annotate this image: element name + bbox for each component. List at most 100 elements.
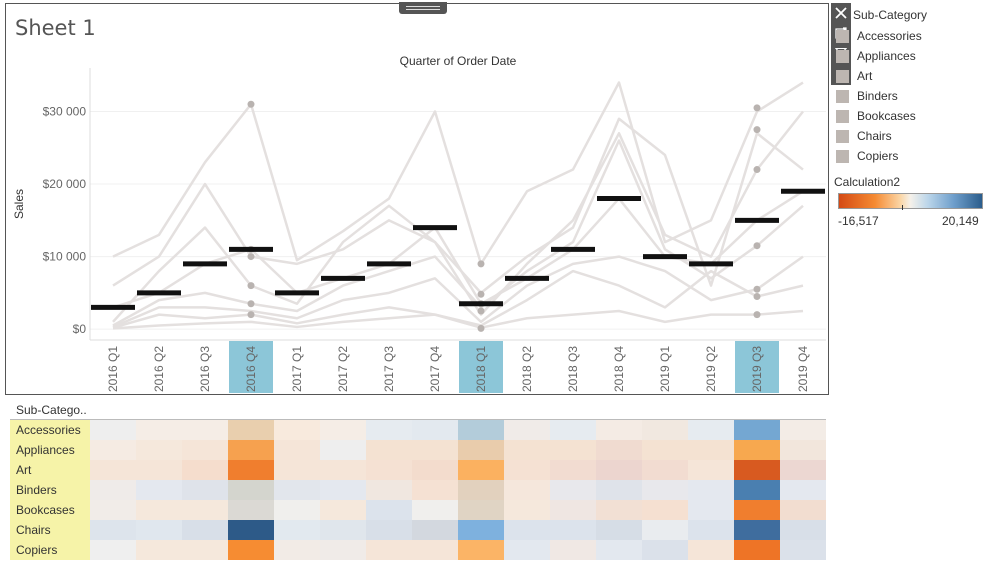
heatmap-cell[interactable] (366, 480, 412, 500)
heatmap-cell[interactable] (642, 480, 688, 500)
heatmap-cell[interactable] (550, 480, 596, 500)
heatmap-cell[interactable] (182, 520, 228, 540)
heatmap-cell[interactable] (734, 480, 780, 500)
heatmap-cell[interactable] (596, 420, 642, 440)
heatmap-cell[interactable] (320, 500, 366, 520)
heatmap-cell[interactable] (228, 540, 274, 560)
heatmap-cell[interactable] (90, 420, 136, 440)
heatmap-cell[interactable] (734, 460, 780, 480)
heatmap-cell[interactable] (182, 540, 228, 560)
heatmap-cell[interactable] (274, 420, 320, 440)
heatmap-cell[interactable] (504, 500, 550, 520)
heatmap-cell[interactable] (642, 440, 688, 460)
heatmap-cell[interactable] (228, 440, 274, 460)
heatmap-cell[interactable] (136, 420, 182, 440)
heatmap-cell[interactable] (320, 460, 366, 480)
heatmap-cell[interactable] (228, 500, 274, 520)
heatmap-cell[interactable] (90, 520, 136, 540)
heatmap-cell[interactable] (550, 440, 596, 460)
heatmap-cell[interactable] (458, 480, 504, 500)
heatmap-cell[interactable] (136, 520, 182, 540)
heatmap-header[interactable]: Sub-Catego.. (16, 403, 87, 417)
legend-item[interactable]: Bookcases (836, 108, 916, 124)
heatmap-cell[interactable] (780, 420, 826, 440)
heatmap-cell[interactable] (320, 480, 366, 500)
heatmap-cell[interactable] (366, 520, 412, 540)
heatmap-cell[interactable] (182, 440, 228, 460)
heatmap-cell[interactable] (734, 440, 780, 460)
heatmap-row-label[interactable]: Chairs (10, 520, 90, 540)
resize-grip[interactable] (399, 2, 447, 14)
heatmap-cell[interactable] (274, 460, 320, 480)
heatmap-row-label[interactable]: Binders (10, 480, 90, 500)
heatmap-cell[interactable] (90, 500, 136, 520)
heatmap-cell[interactable] (90, 440, 136, 460)
legend-item[interactable]: Accessories (836, 28, 922, 44)
heatmap-row-label[interactable]: Copiers (10, 540, 90, 560)
close-icon[interactable] (831, 3, 851, 23)
legend-item[interactable]: Art (836, 68, 872, 84)
heatmap-cell[interactable] (412, 440, 458, 460)
heatmap-cell[interactable] (274, 500, 320, 520)
heatmap-cell[interactable] (596, 540, 642, 560)
heatmap-cell[interactable] (182, 480, 228, 500)
heatmap-cell[interactable] (596, 480, 642, 500)
heatmap-cell[interactable] (688, 480, 734, 500)
heatmap-cell[interactable] (274, 440, 320, 460)
heatmap-cell[interactable] (320, 420, 366, 440)
heatmap-cell[interactable] (504, 480, 550, 500)
heatmap-cell[interactable] (228, 520, 274, 540)
heatmap-cell[interactable] (550, 520, 596, 540)
heatmap-cell[interactable] (366, 540, 412, 560)
heatmap-cell[interactable] (734, 520, 780, 540)
heatmap-cell[interactable] (136, 480, 182, 500)
legend-item[interactable]: Binders (836, 88, 898, 104)
heatmap-cell[interactable] (366, 500, 412, 520)
heatmap-cell[interactable] (274, 540, 320, 560)
heatmap-cell[interactable] (642, 520, 688, 540)
heatmap-cell[interactable] (136, 460, 182, 480)
heatmap-cell[interactable] (734, 540, 780, 560)
legend-item[interactable]: Copiers (836, 148, 898, 164)
heatmap-cell[interactable] (504, 420, 550, 440)
heatmap-cell[interactable] (412, 420, 458, 440)
heatmap-cell[interactable] (504, 520, 550, 540)
heatmap-cell[interactable] (90, 540, 136, 560)
heatmap-cell[interactable] (550, 460, 596, 480)
heatmap-cell[interactable] (596, 460, 642, 480)
heatmap-row-label[interactable]: Appliances (10, 440, 90, 460)
heatmap-cell[interactable] (366, 460, 412, 480)
heatmap-cell[interactable] (642, 420, 688, 440)
heatmap-cell[interactable] (780, 440, 826, 460)
heatmap-cell[interactable] (182, 500, 228, 520)
heatmap-cell[interactable] (366, 440, 412, 460)
heatmap-cell[interactable] (320, 540, 366, 560)
heatmap-cell[interactable] (596, 500, 642, 520)
heatmap-cell[interactable] (320, 440, 366, 460)
heatmap-row-label[interactable]: Accessories (10, 420, 90, 440)
heatmap-cell[interactable] (734, 420, 780, 440)
heatmap-cell[interactable] (688, 540, 734, 560)
heatmap-cell[interactable] (458, 460, 504, 480)
heatmap-cell[interactable] (688, 500, 734, 520)
heatmap-cell[interactable] (182, 420, 228, 440)
heatmap-cell[interactable] (274, 520, 320, 540)
heatmap-row-label[interactable]: Art (10, 460, 90, 480)
heatmap-cell[interactable] (780, 480, 826, 500)
heatmap-cell[interactable] (412, 500, 458, 520)
heatmap-cell[interactable] (228, 420, 274, 440)
heatmap-cell[interactable] (412, 460, 458, 480)
heatmap-cell[interactable] (228, 480, 274, 500)
legend-item[interactable]: Chairs (836, 128, 892, 144)
heatmap-cell[interactable] (550, 420, 596, 440)
heatmap-cell[interactable] (90, 480, 136, 500)
heatmap-cell[interactable] (274, 480, 320, 500)
heatmap-cell[interactable] (550, 540, 596, 560)
heatmap-cell[interactable] (550, 500, 596, 520)
heatmap-cell[interactable] (688, 420, 734, 440)
heatmap-cell[interactable] (412, 520, 458, 540)
heatmap-cell[interactable] (780, 500, 826, 520)
heatmap-cell[interactable] (136, 540, 182, 560)
heatmap-cell[interactable] (228, 460, 274, 480)
heatmap-cell[interactable] (458, 540, 504, 560)
